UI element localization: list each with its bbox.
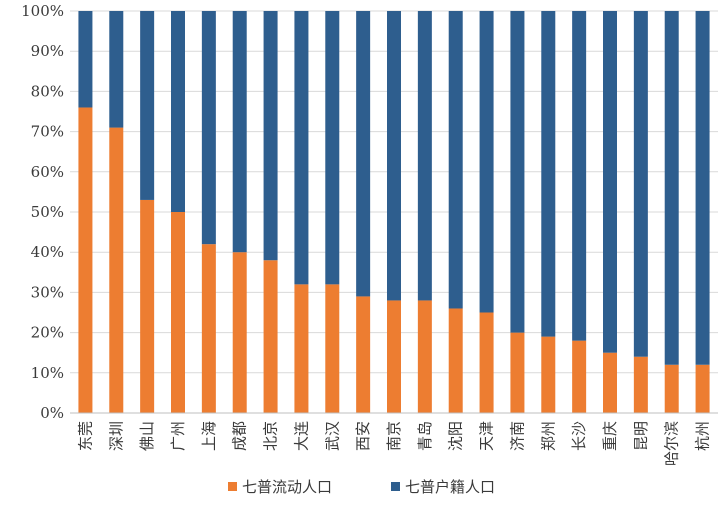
x-tick-label: 杭州 — [694, 421, 712, 451]
bar-segment-floating — [109, 127, 124, 413]
x-tick-label: 成都 — [231, 421, 249, 451]
bar-segment-registered — [109, 11, 124, 128]
x-tick-label: 上海 — [200, 421, 218, 451]
x-tick-label: 郑州 — [539, 421, 557, 451]
x-tick-label: 昆明 — [632, 421, 650, 451]
bar-segment-registered — [356, 11, 371, 297]
bar-segment-floating — [78, 107, 93, 413]
bar-segment-floating — [448, 308, 463, 413]
bar-segment-floating — [572, 340, 587, 413]
x-tick-label: 南京 — [385, 421, 403, 451]
y-tick-label: 10% — [31, 364, 64, 382]
y-tick-label: 40% — [31, 243, 64, 261]
bar-segment-registered — [140, 11, 155, 200]
bars — [78, 11, 710, 413]
bar-segment-floating — [201, 244, 216, 413]
bar-segment-registered — [387, 11, 401, 301]
bar-segment-floating — [294, 284, 309, 413]
y-tick-label: 100% — [21, 2, 64, 20]
y-tick-label: 80% — [31, 82, 64, 100]
x-tick-label: 青岛 — [416, 421, 434, 451]
bar-segment-registered — [572, 11, 587, 341]
x-tick-label: 东莞 — [76, 421, 94, 451]
bar-segment-registered — [78, 11, 93, 108]
x-tick-label: 佛山 — [138, 421, 156, 451]
bar-segment-registered — [171, 11, 185, 212]
bar-segment-registered — [603, 11, 617, 353]
x-tick-label: 大连 — [292, 421, 310, 451]
y-tick-label: 20% — [31, 324, 64, 342]
legend-swatch — [391, 482, 400, 491]
bar-segment-floating — [603, 352, 617, 413]
x-axis: 东莞 深圳 佛山 广州 上海 成都 北京 大连 武汉 西安 南京 青岛 沈阳 天津 济南 郑州 长沙 重庆 昆明 哈尔… — [70, 412, 718, 466]
x-tick-label: 重庆 — [601, 421, 619, 451]
bar-segment-floating — [232, 252, 247, 413]
legend-label: 七普流动人口 — [242, 478, 332, 496]
y-tick-label: 30% — [31, 283, 64, 301]
x-tick-label: 深圳 — [107, 421, 125, 451]
bar-segment-floating — [140, 199, 155, 413]
bar-segment-floating — [510, 332, 525, 413]
y-tick-label: 90% — [31, 42, 64, 60]
y-axis: 0% 10% 20% 30% 40% 50% 60% 70% 80% 90% 100% — [21, 2, 64, 422]
bar-segment-registered — [417, 11, 432, 301]
bar-segment-registered — [294, 11, 309, 285]
y-tick-label: 70% — [31, 123, 64, 141]
x-tick-label: 广州 — [169, 421, 187, 451]
bar-segment-registered — [664, 11, 679, 365]
bar-segment-floating — [417, 300, 432, 413]
x-tick-label: 天津 — [478, 421, 496, 451]
y-tick-label: 50% — [31, 203, 64, 221]
bar-segment-floating — [633, 356, 648, 413]
bar-segment-registered — [633, 11, 648, 357]
bar-segment-floating — [325, 284, 340, 413]
bar-segment-floating — [541, 336, 556, 413]
x-tick-label: 西安 — [354, 421, 372, 451]
x-tick-label: 武汉 — [323, 421, 341, 451]
legend: 七普流动人口 七普户籍人口 — [228, 478, 495, 496]
bar-segment-registered — [201, 11, 216, 245]
bar-segment-registered — [448, 11, 463, 309]
x-tick-label: 沈阳 — [447, 421, 465, 451]
bar-segment-registered — [325, 11, 340, 285]
bar-segment-registered — [232, 11, 247, 253]
y-tick-label: 60% — [31, 163, 64, 181]
x-tick-label: 长沙 — [570, 421, 588, 451]
bar-segment-floating — [664, 364, 679, 413]
x-tick-label: 北京 — [262, 421, 280, 451]
x-tick-label: 哈尔滨 — [663, 421, 681, 466]
bar-segment-registered — [510, 11, 525, 333]
bar-segment-floating — [263, 260, 278, 413]
bar-segment-registered — [263, 11, 278, 261]
y-tick-label: 0% — [40, 404, 64, 422]
x-tick-label: 济南 — [508, 421, 526, 451]
bar-segment-floating — [356, 296, 371, 413]
bar-segment-registered — [479, 11, 494, 313]
legend-swatch — [228, 482, 237, 491]
bar-segment-floating — [695, 364, 710, 413]
bar-segment-floating — [387, 300, 401, 413]
bar-segment-floating — [479, 312, 494, 413]
bar-segment-registered — [695, 11, 710, 365]
bar-segment-registered — [541, 11, 556, 337]
legend-label: 七普户籍人口 — [405, 478, 495, 496]
bar-segment-floating — [171, 212, 185, 413]
